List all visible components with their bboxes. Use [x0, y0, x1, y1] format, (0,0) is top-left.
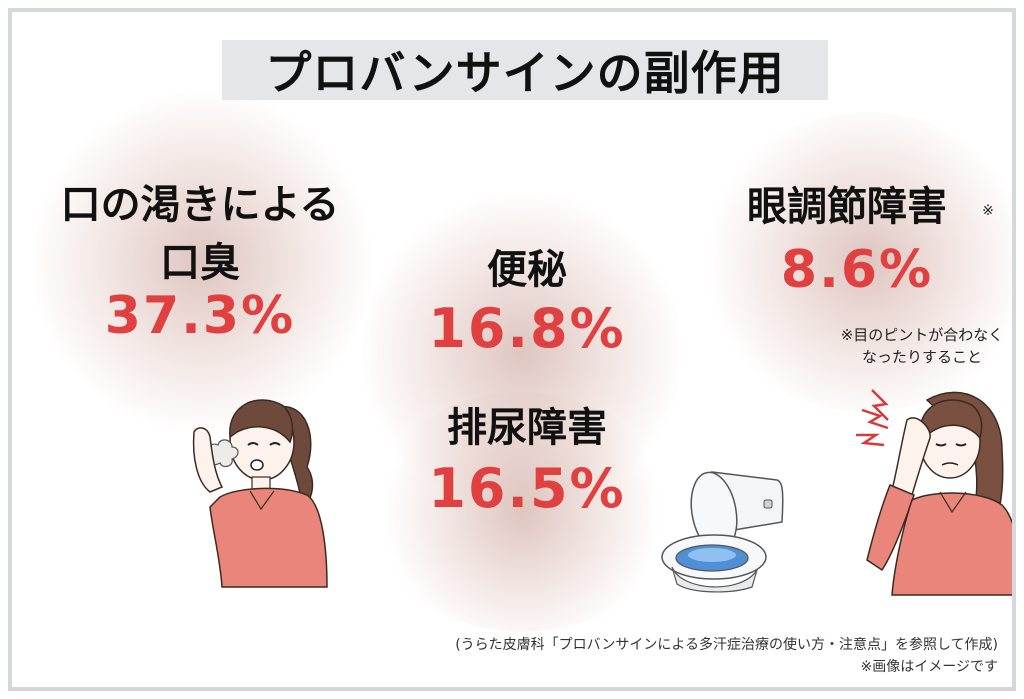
- page-title: プロバンサインの副作用: [222, 40, 828, 100]
- glow-dry-mouth: [32, 92, 372, 432]
- accommodation-label: 眼調節障害: [747, 184, 947, 230]
- woman-eye-strain-illustration: [856, 389, 1012, 596]
- dry-mouth-percent: 37.3%: [104, 286, 296, 346]
- accommodation-mark: ※: [982, 203, 994, 219]
- toilet-illustration: [661, 471, 784, 593]
- glow-accommodation: [702, 112, 1012, 412]
- urination-percent: 16.5%: [428, 457, 626, 520]
- infographic-frame: プロバンサインの副作用 口の渇きによる 口臭 37.3% 便秘 16.8% 排尿…: [8, 8, 1016, 691]
- accommodation-percent: 8.6%: [780, 240, 934, 300]
- constipation-percent: 16.8%: [428, 297, 626, 360]
- accommodation-note-line2: なったりすること: [861, 348, 982, 366]
- dry-mouth-label-line1: 口の渇きによる: [60, 182, 340, 228]
- woman-bad-breath-illustration: [192, 399, 328, 588]
- constipation-label: 便秘: [487, 247, 567, 293]
- accommodation-note-line1: ※目のピントが合わなく: [840, 326, 1004, 344]
- source-citation: (うらた皮膚科「プロバンサインによる多汗症治療の使い方・注意点」を参照して作成): [455, 637, 998, 653]
- urination-label: 排尿障害: [447, 405, 607, 451]
- glow-urination: [372, 392, 672, 632]
- image-note: ※画像はイメージです: [860, 659, 998, 675]
- dry-mouth-label-line2: 口臭: [160, 240, 240, 286]
